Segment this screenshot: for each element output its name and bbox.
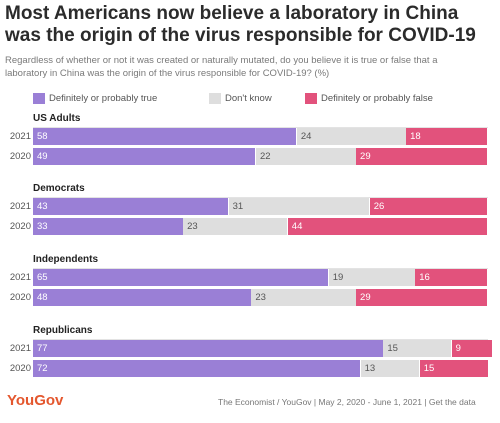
legend-swatch-dont-know <box>209 93 221 104</box>
group-divider-democrats <box>33 197 488 198</box>
value-label: 15 <box>423 363 435 374</box>
value-label: 33 <box>37 221 48 232</box>
value-label: 29 <box>360 292 371 303</box>
bar-dont-know-democrats-2020 <box>183 218 288 235</box>
group-divider-us-adults <box>33 127 488 128</box>
legend-label-true: Definitely or probably true <box>49 93 158 104</box>
bar-dont-know-us-adults-2020 <box>255 148 356 165</box>
group-title-republicans: Republicans <box>33 325 93 336</box>
bar-true-republicans-2020 <box>33 360 361 377</box>
chart-title: Most Americans now believe a laboratory … <box>5 3 476 46</box>
value-label: 48 <box>37 292 48 303</box>
year-label: 2020 <box>9 363 31 374</box>
value-label: 65 <box>37 272 48 283</box>
group-title-independents: Independents <box>33 254 99 265</box>
value-label: 44 <box>291 221 303 232</box>
bar-false-democrats-2020 <box>287 218 488 235</box>
bar-dont-know-independents-2021 <box>328 269 415 286</box>
bar-false-democrats-2021 <box>369 198 488 215</box>
yougov-logo: YouGov <box>7 392 64 409</box>
year-label: 2021 <box>9 201 31 212</box>
bar-true-us-adults-2021 <box>33 128 297 145</box>
bar-true-republicans-2021 <box>33 340 383 357</box>
value-label: 23 <box>187 221 198 232</box>
value-label: 16 <box>419 272 430 283</box>
value-label: 49 <box>37 151 48 162</box>
group-title-us-adults: US Adults <box>33 113 81 124</box>
year-label: 2021 <box>9 343 31 354</box>
value-label: 18 <box>410 131 421 142</box>
group-title-democrats: Democrats <box>33 183 85 194</box>
value-label: 23 <box>255 292 266 303</box>
value-label: 9 <box>455 343 461 354</box>
year-label: 2020 <box>9 292 31 303</box>
bar-false-independents-2020 <box>356 289 488 306</box>
bar-false-republicans-2021 <box>451 340 493 357</box>
value-label: 72 <box>37 363 48 374</box>
bar-dont-know-republicans-2021 <box>383 340 452 357</box>
value-label: 26 <box>373 201 385 212</box>
bar-true-democrats-2021 <box>33 198 229 215</box>
value-label: 43 <box>37 201 48 212</box>
value-label: 31 <box>232 201 244 212</box>
group-divider-independents <box>33 268 488 269</box>
bar-true-independents-2020 <box>33 289 251 306</box>
bar-dont-know-independents-2020 <box>251 289 356 306</box>
chart-subtitle: Regardless of whether or not it was crea… <box>5 55 438 79</box>
bar-false-republicans-2020 <box>419 360 488 377</box>
legend-label-false: Definitely or probably false <box>321 93 433 104</box>
value-label: 77 <box>37 343 48 354</box>
bar-dont-know-republicans-2020 <box>360 360 420 377</box>
value-label: 15 <box>387 343 398 354</box>
value-label: 13 <box>364 363 376 374</box>
bar-true-us-adults-2020 <box>33 148 256 165</box>
value-label: 24 <box>300 131 312 142</box>
value-label: 29 <box>360 151 371 162</box>
bar-dont-know-us-adults-2021 <box>296 128 406 145</box>
group-divider-republicans <box>33 339 488 340</box>
source-note: The Economist / YouGov | May 2, 2020 - J… <box>218 397 476 407</box>
year-label: 2021 <box>9 131 31 142</box>
bar-false-us-adults-2020 <box>356 148 488 165</box>
bar-false-independents-2021 <box>415 269 488 286</box>
bar-true-independents-2021 <box>33 269 329 286</box>
year-label: 2020 <box>9 151 31 162</box>
legend-swatch-true <box>33 93 45 104</box>
value-label: 22 <box>259 151 271 162</box>
year-label: 2021 <box>9 272 31 283</box>
legend-swatch-false <box>305 93 317 104</box>
legend-label-dont-know: Don't know <box>225 93 272 104</box>
bar-dont-know-democrats-2021 <box>228 198 370 215</box>
bar-false-us-adults-2021 <box>406 128 488 145</box>
bar-true-democrats-2020 <box>33 218 183 235</box>
value-label: 58 <box>37 131 48 142</box>
year-label: 2020 <box>9 221 31 232</box>
value-label: 19 <box>332 272 344 283</box>
